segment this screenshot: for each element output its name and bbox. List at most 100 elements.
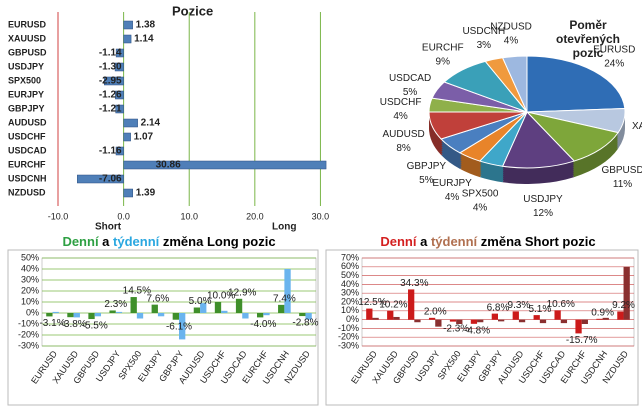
bar [278,304,285,313]
value-label: 34.3% [400,278,428,289]
bar [221,310,228,313]
pie-label: GBPJPY [407,161,447,172]
bar [575,319,582,334]
value-label: 5.0% [189,296,212,307]
value-label: 12.5% [358,297,386,308]
value-label: -1.14 [99,48,122,59]
value-label: 2.14 [141,118,161,129]
y-tick-label: USDCNH [8,173,47,183]
chart-title: Denní a týdenní změna Short pozic [380,234,595,249]
value-label: 3% [477,40,492,51]
value-label: 2.0% [424,306,447,317]
title-part: změna Short pozic [477,234,595,249]
value-label: -15.7% [566,335,598,346]
bar [136,313,144,319]
bar [115,311,123,313]
bar [172,313,179,320]
bar [533,315,540,320]
bar [46,313,53,317]
pie-label: SPX500 [462,188,499,199]
value-label: 9.2% [612,300,635,311]
y-tick-label: -20% [18,329,39,339]
pie-label: USDCNH [462,26,505,37]
bar [193,307,201,313]
y-tick-label: AUDUSD [8,117,47,127]
bar [157,313,165,317]
value-label: 5% [403,87,418,98]
pie-slice [501,111,576,169]
pie-label: USDCAD [389,73,431,84]
bar [77,174,124,184]
value-label: 14.5% [123,286,151,297]
bar [115,146,124,156]
bar [67,313,74,318]
title-part: a [99,234,113,249]
title-part: týdenní [431,234,478,249]
value-label: 12% [533,208,553,219]
bar [115,48,124,58]
x-tick-label: 20.0 [246,211,264,221]
y-tick-label: 40% [21,263,39,273]
pie-label: XAUUSD [632,121,642,132]
value-label: -3.8% [61,319,87,330]
y-tick-label: EURCHF [8,159,46,169]
bar [456,319,463,324]
pie-slice [526,55,626,113]
value-label: 30.86 [156,160,181,171]
bar [299,313,306,317]
panel-short [325,249,639,406]
bar [414,319,421,323]
y-tick-label: 10% [21,296,39,306]
bar [477,319,484,323]
pie-label: GBPUSD [601,165,642,176]
title-part: týdenní [113,234,160,249]
y-tick-label: USDCHF [8,131,46,141]
value-label: -1.30 [99,62,122,73]
bar [123,160,327,170]
title-part: změna Long pozic [159,234,275,249]
bar [73,313,80,318]
value-label: 10.6% [547,299,575,310]
y-tick-label: -10% [18,318,39,328]
bar [393,316,400,320]
bar [387,310,394,320]
pie-label: EURCHF [422,43,464,54]
bar [130,297,137,313]
bar [470,319,478,324]
chart-title: Pozice [172,3,213,18]
bar [256,313,264,318]
bar [554,310,561,320]
value-label: 5.1% [528,304,551,315]
bar [428,317,436,320]
y-tick-label: 30% [341,288,359,298]
title-part: a [416,234,430,249]
value-label: 12.9% [228,287,256,298]
x-tick-label: -10.0 [48,211,69,221]
bar [366,308,373,320]
bar [109,310,116,313]
x-tick-label: 10.0 [180,211,198,221]
bar [602,317,609,320]
value-label: 8% [396,143,411,154]
y-tick-label: 20% [341,296,359,306]
value-label: 9% [436,57,451,68]
bar [123,132,131,142]
x-tick-label: 30.0 [312,211,330,221]
pie-slice [525,111,619,162]
y-tick-label: 0% [26,307,39,317]
bar [581,319,588,324]
bar [435,319,442,327]
annotation: Short [95,222,122,233]
y-tick-label: 60% [341,261,359,271]
value-label: 4% [473,202,488,213]
y-tick-label: -30% [338,340,359,350]
y-tick-label: XAUUSD [8,33,47,43]
bar [123,34,132,44]
pie-label: USDCHF [380,97,422,108]
pie-slice [501,55,528,113]
bar [449,319,457,322]
bar [539,319,547,324]
bar [114,62,124,72]
pie-label: USDJPY [523,194,563,205]
